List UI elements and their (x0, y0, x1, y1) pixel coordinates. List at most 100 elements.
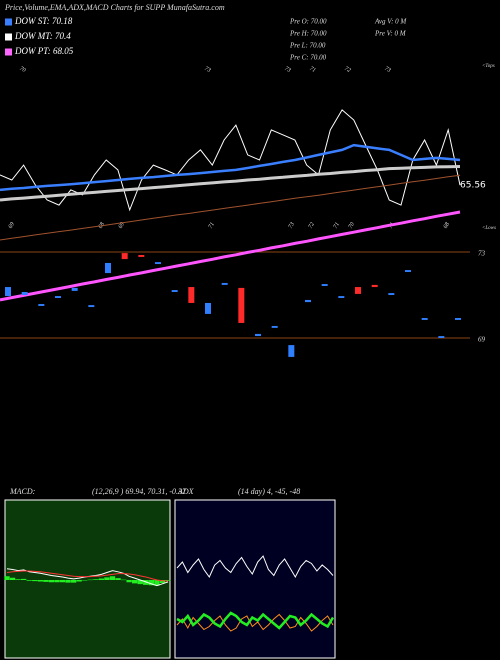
candle-body (355, 287, 361, 294)
histogram-bar (54, 580, 60, 583)
stat: Pre H: 70.00 (289, 30, 327, 38)
legend-swatch (5, 18, 12, 26)
histogram-bar (126, 580, 132, 583)
low-mark: 71 (208, 221, 216, 229)
candle-body (255, 333, 261, 337)
series-line (0, 174, 461, 241)
candle-body (155, 262, 161, 265)
legend-swatch (5, 48, 12, 56)
low-mark: 70 (348, 221, 356, 229)
histogram-bar (20, 578, 27, 580)
series-line (176, 611, 335, 630)
series-line (6, 570, 169, 582)
stat: Pre L: 70.00 (289, 42, 326, 50)
candle-body (21, 291, 28, 295)
histogram-bar (87, 579, 93, 581)
low-mark: 69 (118, 221, 126, 229)
series-line (0, 210, 461, 302)
histogram-bar (76, 580, 82, 582)
histogram-bar (154, 580, 160, 586)
series-line (176, 555, 334, 579)
histogram-bar (93, 579, 99, 580)
top-mark: 71 (308, 66, 316, 74)
candle-body (5, 287, 11, 297)
lows-label: <Lows (482, 226, 496, 231)
candle-body (338, 296, 345, 299)
adx-params: (14 day) 4, -45, -48 (238, 487, 300, 496)
low-mark: 73 (288, 221, 296, 229)
top-mark: 73 (383, 66, 391, 74)
low-mark: 69 (8, 221, 16, 229)
histogram-bar (98, 578, 105, 580)
candle-body (55, 296, 61, 299)
histogram-bar (43, 580, 49, 582)
legend-label: DOW MT: 70.4 (14, 31, 71, 41)
histogram-bar (132, 580, 138, 584)
stat: Pre C: 70.00 (289, 54, 327, 62)
stat: Avg V: 0 M (374, 18, 407, 26)
candle-body (438, 336, 445, 338)
stat: Pre V: 0 M (374, 30, 407, 38)
candle-body (221, 282, 228, 285)
legend-label: DOW ST: 70.18 (14, 16, 73, 26)
candle-body (288, 345, 295, 357)
histogram-bar (32, 580, 38, 582)
candle-body (105, 262, 111, 274)
histogram-bar (15, 579, 21, 580)
tops-label: <Tops (482, 64, 495, 69)
histogram-bar (37, 580, 43, 582)
candle-body (305, 299, 311, 303)
macd-params: (12,26,9 ) 69.94, 70.31, -0.37 (92, 487, 187, 496)
histogram-bar (159, 580, 166, 583)
top-mark: 72 (343, 66, 351, 74)
low-mark: 72 (308, 221, 316, 229)
candle-body (455, 318, 461, 320)
histogram-bar (65, 580, 71, 583)
candle-body (371, 284, 378, 288)
candle-body (421, 318, 428, 320)
panel (4, 499, 171, 659)
series-line (0, 165, 461, 202)
y-tick-label: 69 (478, 336, 486, 344)
legend-swatch (5, 33, 12, 41)
candle-body (171, 290, 178, 292)
histogram-bar (4, 576, 10, 580)
adx-label: ADX (177, 487, 195, 496)
candle-body (71, 287, 78, 291)
histogram-bar (109, 576, 116, 580)
series-line (176, 613, 334, 632)
histogram-bar (148, 580, 155, 586)
candle-body (38, 304, 45, 306)
histogram-bar (137, 580, 143, 585)
candle-body (88, 305, 95, 308)
histogram-bar (59, 580, 66, 583)
histogram-bar (104, 577, 110, 580)
histogram-bar (115, 578, 121, 580)
title: Price,Volume,EMA,ADX,MACD Charts for SUP… (4, 3, 225, 12)
histogram-bar (70, 580, 77, 583)
panel (174, 499, 336, 659)
candle-body (238, 287, 245, 323)
value-label: 65.56 (460, 181, 486, 191)
candle-body (188, 287, 195, 303)
candle-body (205, 302, 211, 314)
legend-label: DOW PT: 68.05 (14, 46, 74, 56)
histogram-bar (26, 580, 32, 581)
top-mark: 70 (18, 66, 26, 74)
histogram-bar (9, 577, 16, 580)
candle-body (121, 253, 128, 260)
candle-body (388, 293, 395, 295)
candle-body (405, 270, 411, 272)
histogram-bar (143, 580, 149, 585)
histogram-bar (120, 579, 127, 581)
histogram-bar (165, 580, 171, 581)
candle-body (321, 284, 328, 286)
top-mark: 73 (283, 66, 291, 74)
top-mark: 73 (203, 66, 211, 74)
candle-body (271, 325, 278, 328)
low-mark: 68 (443, 221, 451, 229)
histogram-bar (82, 580, 88, 581)
macd-label: MACD: (9, 487, 36, 496)
series-line (0, 143, 461, 192)
